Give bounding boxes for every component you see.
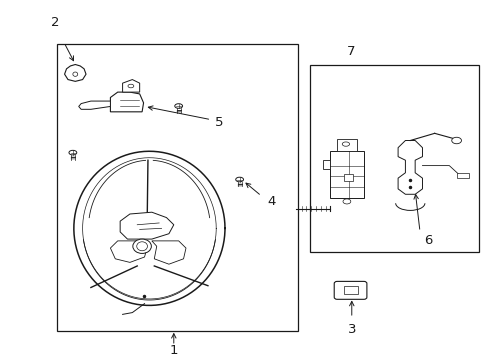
Ellipse shape [342,142,349,146]
Bar [329,151,363,198]
Polygon shape [110,241,147,262]
Ellipse shape [137,242,147,251]
Ellipse shape [451,137,461,144]
Bar [344,174,352,181]
Text: 3: 3 [347,323,355,336]
Polygon shape [152,241,185,264]
Bar [456,173,468,178]
Bar [57,44,298,330]
Ellipse shape [133,239,151,253]
Text: 7: 7 [346,45,354,58]
Ellipse shape [235,177,243,182]
Polygon shape [110,92,143,112]
Bar [336,139,356,151]
Ellipse shape [69,150,77,155]
Text: 5: 5 [214,116,223,129]
Text: 1: 1 [169,345,178,357]
Bar [310,65,478,252]
Polygon shape [120,212,173,239]
Polygon shape [397,140,422,194]
Ellipse shape [128,84,134,88]
Text: 2: 2 [51,16,60,29]
FancyBboxPatch shape [333,282,366,299]
Polygon shape [79,101,110,109]
Bar [343,286,357,294]
Text: 4: 4 [266,195,275,208]
Polygon shape [64,64,86,81]
Text: 6: 6 [423,234,431,247]
Ellipse shape [342,199,350,204]
Ellipse shape [174,104,182,108]
Bar [322,160,329,169]
Polygon shape [122,80,140,92]
Ellipse shape [73,72,78,76]
